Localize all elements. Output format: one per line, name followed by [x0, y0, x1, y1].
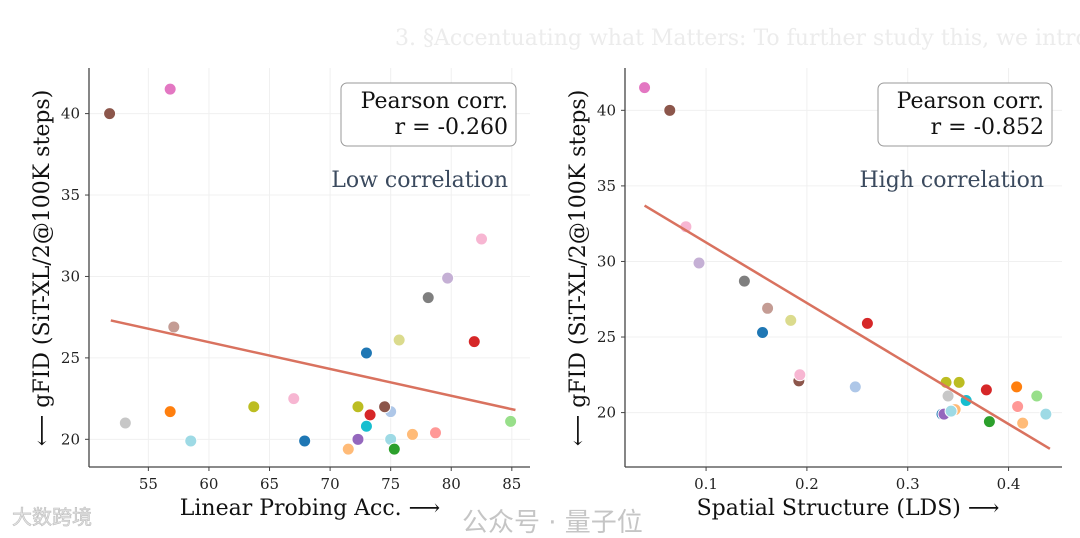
data-point — [184, 434, 198, 448]
x-axis-label: Linear Probing Acc. ⟶ — [180, 496, 440, 521]
data-point — [1010, 380, 1024, 394]
data-point — [378, 400, 392, 414]
x-tick-label: 0.4 — [997, 475, 1021, 493]
y-tick-label: 40 — [61, 105, 80, 123]
x-axis-label: Spatial Structure (LDS) ⟶ — [697, 496, 1000, 521]
data-point — [351, 432, 365, 446]
data-point — [392, 333, 406, 347]
data-point — [692, 256, 706, 270]
plot-background — [621, 68, 1062, 471]
chart-linear-probing: Pearson corr. r = -0.260 Low correlation… — [30, 68, 530, 521]
pearson-label: Pearson corr. — [897, 89, 1044, 114]
pearson-box — [340, 82, 517, 147]
data-point — [118, 416, 132, 430]
data-point — [167, 320, 181, 334]
y-axis-label: ⟵ gFID (SiT-XL/2@100K steps) — [566, 90, 591, 447]
pearson-label: Pearson corr. — [361, 89, 508, 114]
data-point — [982, 415, 996, 429]
plot-background — [85, 68, 530, 471]
data-point — [941, 389, 955, 403]
data-point — [163, 405, 177, 419]
data-point — [1016, 416, 1030, 430]
data-point — [761, 301, 775, 315]
data-point — [638, 81, 652, 95]
data-point — [979, 383, 993, 397]
x-tick-label: 0.2 — [795, 475, 819, 493]
y-tick-label: 30 — [597, 252, 616, 270]
data-point — [952, 375, 966, 389]
data-point — [756, 325, 770, 339]
x-tick-label: 0.1 — [694, 475, 718, 493]
data-point — [441, 271, 455, 285]
pearson-box — [877, 82, 1053, 147]
pearson-value: r = -0.852 — [931, 115, 1044, 140]
data-point — [359, 346, 373, 360]
data-point — [421, 291, 435, 305]
x-tick-label: 55 — [139, 475, 158, 493]
regression-line — [643, 204, 1051, 450]
y-tick-label: 25 — [597, 328, 616, 346]
data-point — [1039, 407, 1053, 421]
data-point — [363, 408, 377, 422]
data-point — [504, 414, 518, 428]
data-point — [1011, 400, 1025, 414]
x-tick-label: 60 — [199, 475, 218, 493]
data-point — [163, 82, 177, 96]
data-point — [467, 335, 481, 349]
data-point — [287, 392, 301, 406]
y-tick-label: 35 — [61, 186, 80, 204]
watermark-right: 公众号 · 量子位 — [462, 508, 643, 538]
data-point — [341, 442, 355, 456]
data-point — [475, 232, 489, 246]
data-point — [663, 103, 677, 117]
x-tick-label: 0.3 — [896, 475, 920, 493]
y-tick-label: 40 — [597, 101, 616, 119]
data-point — [351, 400, 365, 414]
data-point — [405, 427, 419, 441]
data-point — [429, 426, 442, 440]
data-point — [298, 434, 312, 448]
y-tick-label: 35 — [597, 177, 616, 195]
x-tick-label: 70 — [321, 475, 340, 493]
pearson-value: r = -0.260 — [395, 115, 508, 140]
y-tick-label: 20 — [61, 430, 80, 448]
data-point — [860, 316, 874, 330]
x-tick-label: 80 — [442, 475, 461, 493]
x-tick-label: 85 — [502, 475, 521, 493]
data-point — [247, 400, 261, 414]
data-point — [793, 368, 807, 382]
watermark-left: 大数跨境 — [12, 505, 92, 529]
data-point — [944, 404, 958, 418]
x-tick-label: 65 — [260, 475, 279, 493]
data-point — [1030, 389, 1044, 403]
correlation-annotation: Low correlation — [331, 168, 508, 193]
background-paper-text: 3. §Accentuating what Matters: To furthe… — [395, 26, 1080, 51]
data-point — [387, 442, 401, 456]
data-point — [784, 313, 798, 327]
y-tick-label: 25 — [61, 349, 80, 367]
data-point — [103, 107, 117, 121]
regression-line — [110, 319, 516, 412]
y-tick-label: 30 — [61, 267, 80, 285]
y-tick-label: 20 — [597, 404, 616, 422]
data-point — [359, 419, 373, 433]
correlation-annotation: High correlation — [859, 168, 1044, 193]
y-axis-label: ⟵ gFID (SiT-XL/2@100K steps) — [30, 90, 55, 447]
chart-spatial-structure: Pearson corr. r = -0.852 High correlatio… — [566, 68, 1062, 521]
data-point — [737, 274, 751, 288]
x-tick-label: 75 — [381, 475, 400, 493]
data-point — [848, 380, 862, 394]
